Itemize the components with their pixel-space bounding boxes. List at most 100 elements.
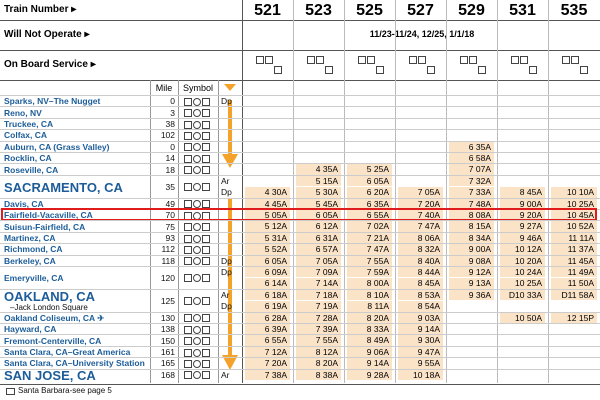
row-rule (0, 323, 600, 324)
time: 8 00A (347, 278, 392, 289)
time: 11 11A (551, 232, 597, 244)
time: 8 08A (449, 210, 494, 221)
time: 6 19A (245, 301, 290, 312)
symbol-icon (184, 245, 192, 254)
symbol-icon (193, 325, 201, 334)
service-icon (307, 56, 315, 64)
time: 7 55A (347, 255, 392, 266)
time: 10 18A (398, 369, 443, 380)
time: 4 30A (245, 187, 290, 198)
train-number: 527 (407, 2, 434, 19)
time: 8 20A (347, 312, 392, 323)
symbol-icon (193, 234, 201, 243)
time: 10 20A (500, 255, 545, 266)
service-icon (265, 56, 273, 64)
time: 10 25A (500, 278, 545, 289)
time: 6 39A (245, 324, 290, 335)
station-name: Santa Clara, CA–Great America (4, 347, 131, 357)
station-name: Berkeley, CA (4, 255, 56, 266)
station-name: Santa Clara, CA–University Station (4, 358, 145, 369)
symbol-icon (184, 274, 192, 283)
symbol-icon (184, 166, 192, 175)
time: 9 28A (347, 369, 392, 380)
col-rule (150, 80, 151, 383)
time: 9 20A (500, 210, 545, 221)
row-rule (0, 95, 600, 96)
not-operate-dates: 11/23-11/24, 12/25, 1/1/18 (369, 29, 475, 39)
train-number: 523 (305, 2, 332, 19)
time: 8 45A (398, 278, 443, 289)
train-number: 535 (560, 2, 588, 19)
time: 7 39A (296, 324, 341, 335)
mile-label: Mile (155, 83, 173, 93)
symbol-icon (202, 166, 210, 175)
time: 9 30A (398, 335, 443, 346)
symbol-icon (193, 257, 201, 266)
ar-dp: Ar (221, 289, 230, 300)
symbol-icon (202, 359, 210, 368)
train-label: Train Number ▸ (4, 4, 77, 15)
symbol-icon (184, 234, 192, 243)
row-rule (0, 231, 600, 233)
time: 8 44A (398, 267, 443, 278)
time: 8 54A (398, 301, 443, 312)
symbol-icon (193, 297, 201, 306)
time: 6 35A (449, 141, 494, 152)
symbol-icon (202, 257, 210, 266)
time: 8 34A (449, 232, 494, 244)
symbol-icon (202, 314, 210, 323)
service-icon (562, 56, 570, 64)
symbol-icon (193, 348, 201, 357)
time: 7 28A (296, 312, 341, 323)
row-rule (0, 288, 600, 290)
time: 6 31A (296, 232, 341, 244)
rule (0, 50, 600, 51)
time: 5 52A (245, 244, 290, 255)
rule (0, 20, 600, 21)
symbol-icon (202, 245, 210, 254)
station-name: Suisun-Fairfield, CA (4, 221, 86, 232)
footer: Santa Barbara-see page 5 (18, 386, 112, 396)
symbol-icon (202, 109, 210, 118)
time: 6 05A (245, 255, 290, 266)
station-name: Fairfield-Vacaville, CA (4, 210, 93, 221)
time: 4 45A (245, 198, 290, 209)
ar-dp: Ar (221, 369, 230, 380)
station-name: Sparks, NV–The Nugget (4, 96, 101, 107)
time: 11 50A (551, 278, 597, 289)
mile: 0 (170, 141, 175, 152)
symbol-icon (193, 166, 201, 175)
symbol-icon (202, 297, 210, 306)
row-rule (0, 174, 600, 176)
time: 7 21A (347, 232, 392, 244)
symbol-icon (193, 245, 201, 254)
time: 6 35A (347, 198, 392, 209)
service-icon (274, 66, 282, 74)
time: 10 10A (551, 187, 597, 198)
service-icon (427, 66, 435, 74)
col-rule (395, 0, 396, 383)
time: 11 37A (551, 244, 597, 255)
time: 9 13A (449, 278, 494, 289)
station-name: Fremont-Centerville, CA (4, 335, 102, 346)
ar-dp: Dp (221, 301, 232, 312)
time: 9 03A (398, 312, 443, 323)
symbol-icon (184, 211, 192, 220)
row-rule (0, 384, 600, 386)
time: 6 20A (347, 187, 392, 198)
mile: 138 (160, 324, 175, 335)
service-icon (580, 66, 588, 74)
symbol-icon (202, 131, 210, 140)
mile: 161 (160, 347, 175, 357)
time: 10 24A (500, 267, 545, 278)
row-rule (0, 197, 600, 199)
time: 9 14A (347, 358, 392, 369)
mile: 130 (160, 312, 175, 323)
service-icon (367, 56, 375, 64)
time: 9 27A (500, 221, 545, 232)
row-rule (0, 254, 600, 256)
time: 6 14A (245, 278, 290, 289)
time: 8 40A (398, 255, 443, 266)
time: 8 15A (449, 221, 494, 232)
